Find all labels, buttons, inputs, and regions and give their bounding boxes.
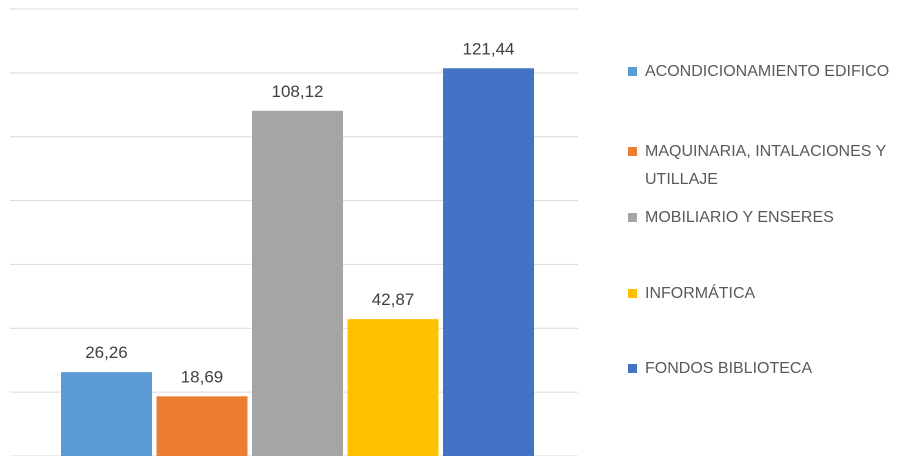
legend-label: ACONDICIONAMIENTO EDIFICO	[645, 63, 890, 80]
bar	[252, 110, 343, 456]
data-label: 121,44	[463, 39, 515, 58]
legend-swatch	[628, 364, 637, 373]
legend-label: INFORMÁTICA	[645, 285, 756, 302]
legend-swatch	[628, 67, 637, 76]
legend-entry: FONDOS BIBLIOTECA	[628, 355, 898, 383]
legend-label: MAQUINARIA, INTALACIONES Y UTILLAJE	[645, 143, 886, 188]
bar	[156, 396, 248, 456]
data-label: 42,87	[372, 290, 415, 309]
bar	[347, 319, 439, 456]
legend-label: FONDOS BIBLIOTECA	[645, 360, 813, 377]
legend-entry: MAQUINARIA, INTALACIONES Y UTILLAJE	[628, 138, 898, 194]
data-label: 26,26	[85, 343, 128, 362]
legend-label: MOBILIARIO Y ENSERES	[645, 209, 834, 226]
legend-entry: INFORMÁTICA	[628, 280, 898, 308]
legend-swatch	[628, 289, 637, 298]
legend-swatch	[628, 213, 637, 222]
bar	[443, 68, 534, 456]
legend-entry: ACONDICIONAMIENTO EDIFICO	[628, 58, 898, 86]
data-label: 18,69	[181, 367, 224, 386]
legend-swatch	[628, 147, 637, 156]
bar	[61, 372, 152, 456]
legend-entry: MOBILIARIO Y ENSERES	[628, 204, 898, 232]
data-label: 108,12	[272, 82, 324, 101]
